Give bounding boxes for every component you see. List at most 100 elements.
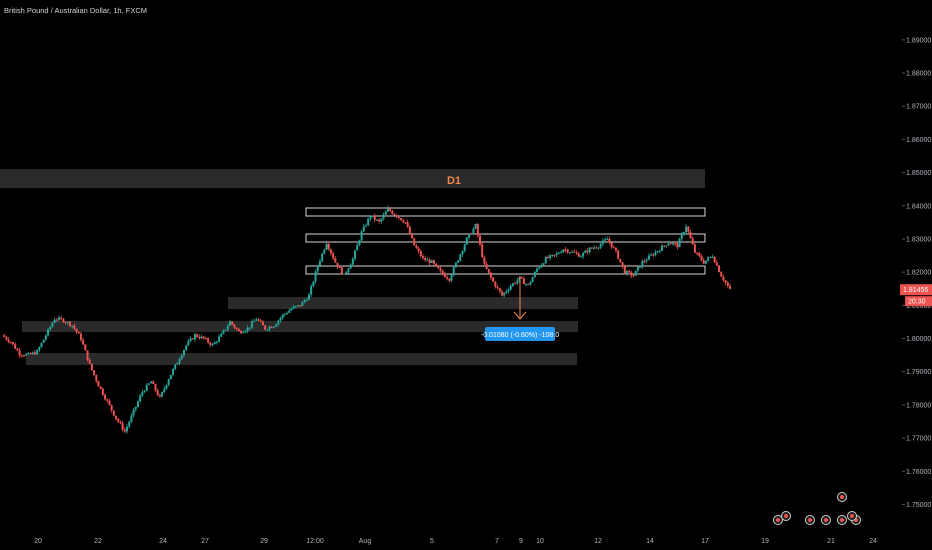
x-tick-label: 24 [869,538,877,545]
candle-body [176,362,179,365]
candle-body [527,283,530,285]
x-tick-label: 19 [761,538,769,545]
candle-body [621,262,624,267]
candle-body [136,401,139,407]
candle-body [312,281,315,287]
candle-body [720,272,723,277]
candle-body [345,272,348,274]
y-tick-label: 1.86000 [906,137,931,144]
candle-body [625,271,628,274]
candle-body [492,277,495,282]
candle-body [349,264,352,269]
candle-body [430,260,433,263]
candle-body [724,280,727,283]
candle-body [489,272,492,278]
candle-body [547,257,549,259]
candle-body [77,332,80,334]
candle-body [222,330,225,334]
supply-demand-zone [228,297,578,309]
candle-body [40,342,43,348]
candle-body [84,344,87,351]
y-tick-label: 1.77000 [906,436,931,443]
candle-body [141,391,144,396]
candle-body [161,391,164,397]
candle-body [540,264,543,268]
candle-body [198,336,201,339]
candle-body [167,379,170,385]
candle-body [606,238,609,240]
candle-body [568,252,571,254]
candle-body [505,291,508,293]
candle-body [452,267,455,276]
candle-body [443,273,446,278]
candle-body [143,390,146,392]
candle-body [428,259,431,263]
candle-body [191,338,194,340]
candle-body [367,218,370,226]
candle-body [314,271,317,282]
candle-body [174,364,177,370]
candle-body [47,329,50,336]
candle-body [169,374,172,380]
candle-body [549,255,552,259]
candle-body [518,277,521,281]
candle-body [707,257,710,261]
candle-body [44,335,47,340]
candle-body [645,259,648,262]
candle-body [380,218,383,222]
candle-body [104,394,107,400]
candle-body [207,338,210,343]
candle-body [612,247,615,249]
x-tick-label: 7 [495,538,499,545]
candle-body [709,256,712,258]
candle-body [654,252,657,256]
candle-body [360,231,363,241]
candle-body [18,350,21,356]
candle-body [522,278,525,285]
candle-body [715,262,718,266]
candle-body [14,344,17,349]
candle-body [121,423,124,430]
candle-body [318,261,321,266]
candle-body [411,233,414,239]
x-tick-label: 10 [536,538,544,545]
candle-body [95,375,98,382]
candle-body [25,354,28,356]
candle-body [384,211,387,215]
candle-body [729,286,731,289]
candle-body [496,286,499,288]
candle-body [579,256,582,258]
candle-body [332,253,335,259]
candle-body [375,219,378,221]
candle-body [261,321,264,326]
candle-body [209,342,212,346]
candle-body [154,383,157,391]
candle-body [577,253,580,257]
candle-body [538,267,541,269]
candle-body [281,314,284,318]
candle-body [590,247,593,249]
candle-body [292,306,295,309]
candle-body [575,252,578,254]
candle-body [658,250,661,252]
candle-body [132,409,135,416]
y-tick-label: 1.84000 [906,203,931,210]
candle-body [623,266,626,274]
candle-body [674,243,677,245]
candle-body [450,275,453,281]
candle-body [290,308,293,311]
candle-body [250,321,253,328]
candle-body [693,244,696,253]
measure-arrowhead [513,311,527,320]
candle-body [88,360,91,364]
candle-body [432,260,435,264]
candle-body [439,268,442,271]
y-tick-label: 1.87000 [906,104,931,111]
candle-body [351,258,354,265]
zones-layer: D1 [0,169,706,365]
candle-body [270,326,273,328]
x-tick-label: 17 [701,538,709,545]
candle-body [582,252,585,257]
candle-body [86,350,89,361]
